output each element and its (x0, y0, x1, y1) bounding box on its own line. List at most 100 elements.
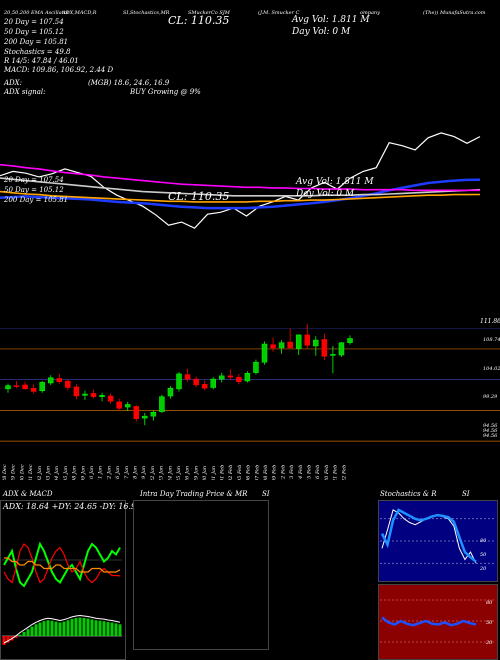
candle-body (270, 344, 276, 349)
macd-bar (94, 620, 98, 636)
candle-body (167, 387, 174, 397)
candle-body (176, 373, 182, 390)
date-tick-label: 22 Jan (150, 466, 156, 480)
candle-body (82, 393, 88, 396)
date-tick-label: 04 Jan (54, 466, 60, 480)
candle-body (90, 393, 97, 397)
close-price-overlay: CL: 110.35 (168, 190, 230, 203)
candle-y-tick-4: 94.56 (483, 423, 498, 429)
candle-body (287, 341, 293, 349)
candle-body (133, 406, 139, 419)
header-label-5: (J.M. Smucker C (258, 10, 300, 16)
date-tick-label: 28 Dec (2, 464, 8, 480)
date-tick-label: 12 Feb (280, 465, 286, 480)
date-tick-label: 13 Feb (289, 465, 295, 480)
candle-body (201, 384, 208, 389)
candle-body (73, 386, 80, 397)
rsi-tick-50: 50 (486, 620, 493, 626)
candle-body (193, 378, 199, 386)
avg-volume-overlay: Avg Vol: 1.811 M (296, 177, 374, 187)
macd-bar (50, 620, 54, 636)
adx-panel-title: ADX & MACD (3, 490, 53, 498)
date-tick-label: 22 Feb (341, 465, 347, 480)
date-tick-label: 31 Dec (28, 464, 34, 480)
adx-series-0 (3, 541, 121, 588)
rsi-tick-80: 80 (486, 600, 493, 606)
macd-bar (14, 636, 18, 638)
date-tick-label: 01 Feb (220, 465, 226, 480)
ema20-label: 20 Day = 107.54 (4, 18, 64, 26)
macd-bar (30, 626, 34, 636)
macd-bar (86, 618, 90, 636)
date-tick-label: 23 Jan (159, 466, 165, 480)
ema-series-1 (0, 178, 481, 210)
close-price: CL: 110.35 (168, 14, 230, 27)
candle-y-tick-5: 94.56 (483, 428, 498, 434)
macd-value: MACD: 109.86, 106.92, 2.44 D (4, 66, 114, 74)
ema50-label: 50 Day = 105.12 (4, 28, 64, 36)
date-tick-label: 09 Jan (80, 466, 86, 480)
date-tick-label: 31 Jan (211, 466, 217, 480)
candle-body (278, 342, 285, 349)
candle-y-tick-6: 94.56 (483, 433, 498, 439)
date-tick-label: 15 Feb (307, 465, 313, 480)
date-tick-label: 02 Jan (37, 466, 43, 480)
candle-body (124, 404, 131, 408)
intraday-title: Intra Day Trading Price & MR (140, 490, 248, 498)
macd-bar (42, 621, 46, 636)
candle-body (261, 343, 268, 363)
macd-bar (102, 621, 106, 636)
date-tick-label: 16 Feb (315, 465, 321, 480)
candle-body (295, 334, 302, 349)
ema-series-4 (0, 163, 480, 192)
candle-body (5, 385, 11, 390)
macd-bar (54, 621, 58, 636)
avg-volume: Avg Vol: 1.811 M (292, 15, 370, 25)
candle-body (321, 339, 328, 357)
ema200-overlay-label: 200 Day = 105.81 (4, 196, 69, 204)
date-tick-label: 10 Jan (89, 466, 95, 480)
ema200-label: 200 Day = 105.81 (4, 38, 69, 46)
date-tick-label: 29 Jan (193, 466, 199, 480)
date-tick-label: 12 Jan (106, 466, 112, 480)
date-tick-label: 30 Jan (202, 466, 208, 480)
macd-bar (98, 620, 102, 636)
candle-body (116, 401, 122, 409)
macd-bar (18, 634, 22, 636)
macd-bar (82, 618, 86, 636)
header-label-7: (The)) MunafaSutra.com (423, 10, 486, 16)
candle-body (244, 373, 251, 382)
candle-body (22, 384, 28, 390)
candle-body (39, 382, 45, 392)
ema-series-3 (0, 177, 481, 197)
candle-body (219, 375, 225, 380)
header-label-2: ADX,MACD,R (62, 10, 97, 16)
candle-body (253, 361, 259, 373)
header-label-1: 20,50,200 EMA Ascillator (4, 10, 70, 16)
date-tick-label: 05 Feb (237, 465, 243, 480)
adx-signal-label: ADX signal: (4, 88, 46, 96)
candle-y-tick-3: 99.29 (483, 394, 498, 400)
stoch-signal-line (380, 508, 477, 563)
macd-bar (58, 622, 62, 636)
adx-values: (MGB) 18.6, 24.6, 16.9 (88, 79, 170, 87)
macd-bar (26, 629, 30, 636)
candle-y-tick-1: 108.74 (483, 337, 500, 343)
candle-body (347, 338, 353, 343)
intraday-panel (133, 500, 269, 650)
rsi-tick-20: 20 (486, 640, 493, 646)
stochastics-value: Stochastics = 49.8 (4, 48, 71, 56)
adx-label: ADX: (4, 79, 23, 87)
stoch-tick-80: 80 (480, 538, 487, 544)
macd-bar (70, 618, 74, 636)
adx-series-2 (4, 557, 121, 573)
candle-body (30, 387, 37, 392)
day-volume: Day Vol: 0 M (292, 27, 351, 37)
macd-bar (34, 624, 38, 636)
date-tick-label: 07 Feb (254, 465, 260, 480)
candle-body (184, 374, 191, 380)
candle-body (210, 378, 216, 388)
date-tick-label: 29 Dec (11, 464, 17, 480)
date-tick-label: 19 Jan (141, 466, 147, 480)
